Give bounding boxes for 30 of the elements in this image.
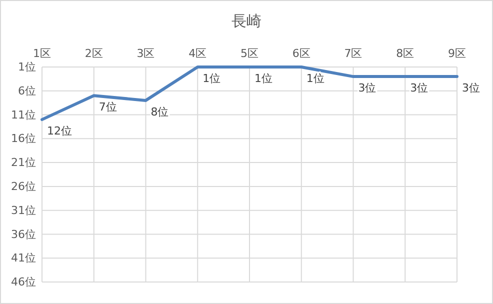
y-tick-label: 36位 bbox=[11, 228, 36, 241]
y-tick-label: 6位 bbox=[18, 84, 36, 98]
y-tick-label: 1位 bbox=[18, 60, 36, 74]
x-tick-label: 1区 bbox=[33, 47, 51, 60]
data-label: 7位 bbox=[98, 100, 117, 114]
y-tick-label: 26位 bbox=[11, 180, 36, 193]
x-tick-label: 4区 bbox=[188, 47, 207, 60]
x-tick-label: 5区 bbox=[240, 47, 258, 60]
data-label: 1位 bbox=[306, 72, 324, 85]
y-tick-label: 21位 bbox=[11, 156, 36, 170]
x-tick-label: 9区 bbox=[448, 47, 466, 60]
y-tick-label: 41位 bbox=[11, 252, 36, 265]
x-tick-label: 8区 bbox=[396, 47, 414, 60]
y-tick-label: 46位 bbox=[11, 276, 36, 289]
data-label: 1位 bbox=[202, 72, 221, 85]
y-tick-label: 31位 bbox=[11, 204, 36, 217]
data-label: 1位 bbox=[254, 72, 272, 85]
data-label: 8位 bbox=[150, 105, 169, 118]
x-tick-label: 7区 bbox=[344, 47, 362, 60]
data-label: 3位 bbox=[410, 82, 428, 95]
y-tick-label: 16位 bbox=[11, 132, 36, 146]
chart-title: 長崎 bbox=[232, 12, 262, 30]
x-tick-label: 3区 bbox=[136, 47, 155, 60]
data-label: 3位 bbox=[462, 82, 480, 95]
y-tick-label: 11位 bbox=[11, 108, 36, 122]
x-tick-label: 6区 bbox=[292, 47, 310, 60]
data-label: 12位 bbox=[47, 124, 72, 138]
line-series bbox=[40, 66, 458, 122]
x-tick-label: 2区 bbox=[84, 47, 103, 60]
data-label: 3位 bbox=[358, 82, 376, 95]
